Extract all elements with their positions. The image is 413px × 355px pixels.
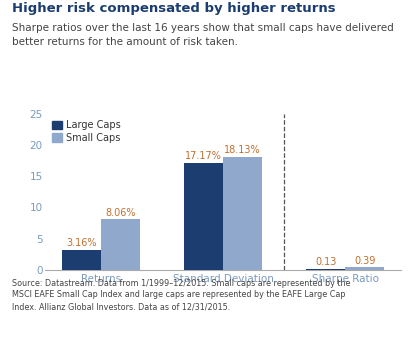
Bar bbox=[345, 267, 385, 270]
Bar bbox=[306, 269, 345, 270]
Legend: Large Caps, Small Caps: Large Caps, Small Caps bbox=[50, 119, 123, 145]
Text: 0.39: 0.39 bbox=[354, 256, 375, 266]
Bar bbox=[101, 219, 140, 270]
Bar bbox=[223, 157, 262, 270]
Text: 8.06%: 8.06% bbox=[105, 208, 135, 218]
Text: 0.13: 0.13 bbox=[315, 257, 337, 267]
Text: 3.16%: 3.16% bbox=[66, 239, 96, 248]
Text: Sharpe ratios over the last 16 years show that small caps have delivered
better : Sharpe ratios over the last 16 years sho… bbox=[12, 23, 394, 47]
Text: Source: Datastream. Data from 1/1999–12/2015. Small caps are represented by the
: Source: Datastream. Data from 1/1999–12/… bbox=[12, 279, 351, 311]
Text: 18.13%: 18.13% bbox=[224, 145, 261, 155]
Bar bbox=[62, 250, 101, 270]
Text: 17.17%: 17.17% bbox=[185, 151, 222, 161]
Bar bbox=[184, 163, 223, 270]
Text: Higher risk compensated by higher returns: Higher risk compensated by higher return… bbox=[12, 2, 336, 15]
